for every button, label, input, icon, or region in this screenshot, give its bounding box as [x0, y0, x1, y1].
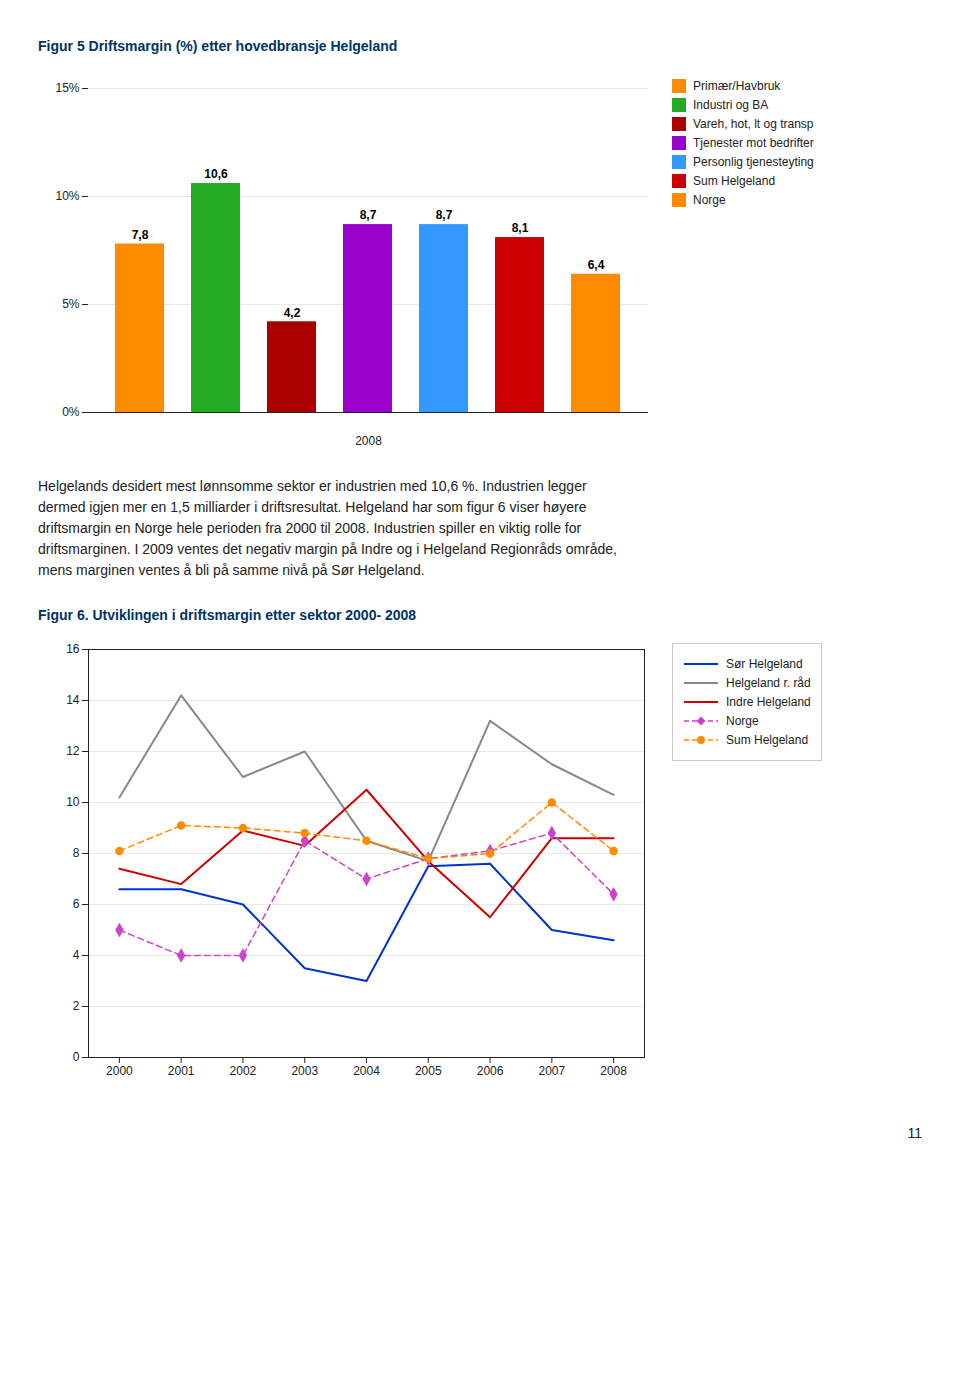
html-text:Primær/Havbruk: Primær/Havbruk	[693, 79, 781, 93]
html-text:Vareh, hot, lt og transp: Vareh, hot, lt og transp	[693, 117, 814, 131]
svg-text:10%: 10%	[55, 189, 79, 203]
svg-text:2008: 2008	[600, 1064, 627, 1078]
html-text:Helgeland r. råd: Helgeland r. råd	[726, 676, 811, 690]
svg-text:8,7: 8,7	[436, 208, 453, 222]
html-text:11: 11	[907, 1125, 922, 1141]
svg-text:4: 4	[73, 948, 80, 962]
svg-text:7,8: 7,8	[132, 228, 149, 242]
svg-text:4,2: 4,2	[284, 306, 301, 320]
svg-text:5%: 5%	[62, 297, 80, 311]
svg-text:2002: 2002	[230, 1064, 257, 1078]
svg-text:2005: 2005	[415, 1064, 442, 1078]
svg-text:6,4: 6,4	[588, 258, 605, 272]
svg-text:8,7: 8,7	[360, 208, 377, 222]
html-text:Indre Helgeland: Indre Helgeland	[726, 695, 811, 709]
html-text:Norge: Norge	[726, 714, 759, 728]
svg-text:8: 8	[73, 846, 80, 860]
svg-text:2004: 2004	[353, 1064, 380, 1078]
html-text:dermed igjen mer en 1,5 millia: dermed igjen mer en 1,5 milliarder i dri…	[38, 499, 587, 515]
html-text:Figur 5 Driftsmargin (%) etter: Figur 5 Driftsmargin (%) etter hovedbran…	[38, 38, 398, 54]
svg-text:2008: 2008	[355, 434, 382, 448]
html-text:driftsmargin en Norge hele per: driftsmargin en Norge hele perioden fra …	[38, 520, 582, 536]
svg-text:2006: 2006	[477, 1064, 504, 1078]
html-text:Sum Helgeland: Sum Helgeland	[693, 174, 776, 188]
html-text:Sør Helgeland: Sør Helgeland	[726, 657, 803, 671]
svg-text:10: 10	[66, 795, 80, 809]
svg-text:2: 2	[73, 999, 80, 1013]
html-text:mens marginen ventes å bli på: mens marginen ventes å bli på samme nivå…	[38, 562, 425, 578]
svg-text:14: 14	[66, 693, 80, 707]
html-text:Helgelands desidert mest lønns: Helgelands desidert mest lønnsomme sekto…	[38, 478, 587, 494]
html-text:Norge: Norge	[693, 193, 726, 207]
svg-text:0%: 0%	[62, 405, 80, 419]
svg-text:10,6: 10,6	[204, 167, 228, 181]
svg-text:2003: 2003	[291, 1064, 318, 1078]
svg-text:12: 12	[66, 744, 80, 758]
html-text:driftsmarginen. I 2009 ventes: driftsmarginen. I 2009 ventes det negati…	[38, 541, 617, 557]
html-text:Personlig tjenesteyting: Personlig tjenesteyting	[693, 155, 814, 169]
html-text:Tjenester mot bedrifter: Tjenester mot bedrifter	[693, 136, 814, 150]
svg-text:2001: 2001	[168, 1064, 195, 1078]
html-text:Sum Helgeland: Sum Helgeland	[726, 733, 809, 747]
html-text:Industri og BA: Industri og BA	[693, 98, 769, 112]
svg-text:6: 6	[73, 897, 80, 911]
svg-text:0: 0	[73, 1050, 80, 1064]
svg-text:15%: 15%	[55, 81, 79, 95]
svg-text:2007: 2007	[538, 1064, 565, 1078]
svg-text:2000: 2000	[106, 1064, 133, 1078]
svg-text:16: 16	[66, 642, 80, 656]
svg-text:8,1: 8,1	[512, 221, 529, 235]
html-text:Figur 6. Utviklingen i driftsm: Figur 6. Utviklingen i driftsmargin ette…	[38, 607, 417, 623]
